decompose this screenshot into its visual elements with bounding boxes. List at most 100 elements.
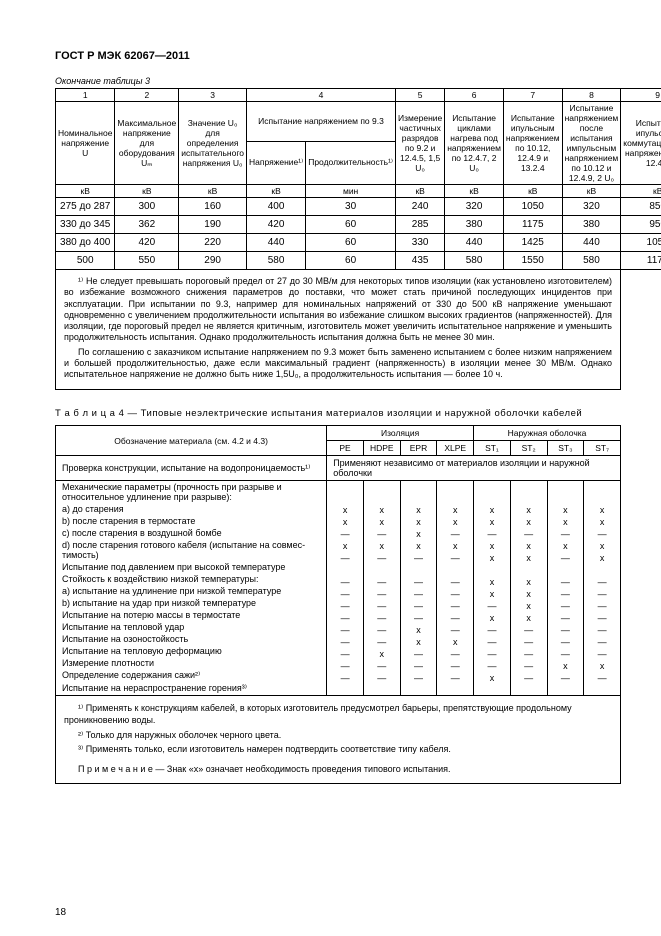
data-cell: 440: [562, 234, 621, 252]
footnote-text: По соглашению с заказчиком испытание нап…: [64, 347, 612, 381]
data-cell: 580: [445, 252, 504, 270]
value-cell: —: [327, 576, 363, 588]
value-cell: x: [584, 540, 620, 552]
value-cell: —: [548, 576, 584, 588]
col-num: 4: [246, 89, 395, 102]
value-cell: [437, 492, 473, 504]
value-cell: —: [548, 528, 584, 540]
value-cell: x: [327, 540, 363, 552]
value-cell: —: [327, 636, 363, 648]
value-cell: x: [401, 624, 437, 636]
value-cell: x: [511, 540, 547, 552]
data-cell: 1175: [621, 252, 661, 270]
value-cell: —: [548, 600, 584, 612]
row-label: Проверка конструкции, испытание на водоп…: [56, 456, 327, 481]
value-cell: —: [548, 648, 584, 660]
value-cell: —: [548, 636, 584, 648]
data-cell: 320: [445, 198, 504, 216]
data-cell: 330: [396, 234, 445, 252]
value-cell: —: [327, 624, 363, 636]
value-cell: x: [474, 672, 510, 684]
value-cell: —: [584, 624, 620, 636]
value-cell: —: [437, 624, 473, 636]
header-cell: Изоляция: [327, 426, 474, 441]
row-label: Стойкость к воздействию низкой температу…: [56, 573, 326, 585]
value-cell: [584, 564, 620, 576]
remark-text: П р и м е ч а н и е — Знак «х» означает …: [64, 763, 612, 775]
value-cell: —: [401, 648, 437, 660]
subcol-header: EPR: [400, 441, 437, 456]
value-cell: —: [584, 612, 620, 624]
value-cell: —: [401, 612, 437, 624]
unit-cell: кВ: [246, 185, 305, 198]
value-cell: [401, 564, 437, 576]
data-cell: 580: [246, 252, 305, 270]
col-num: 6: [445, 89, 504, 102]
value-cell: [364, 564, 400, 576]
value-cell: —: [401, 588, 437, 600]
value-cell: —: [364, 612, 400, 624]
row-label: b) после старения в термостате: [56, 515, 326, 527]
values-column: xx—xxxxxx—————: [510, 481, 547, 696]
value-cell: —: [437, 600, 473, 612]
data-cell: 950: [621, 216, 661, 234]
header-cell: Максимальное напряжение для оборудования…: [115, 102, 179, 185]
col-num: 1: [56, 89, 115, 102]
data-cell: 30: [306, 198, 396, 216]
col-num: 2: [115, 89, 179, 102]
header-cell: Испытание циклами нагрева под напряжение…: [445, 102, 504, 185]
table3-footnotes: ¹⁾ Не следует превышать пороговый предел…: [55, 270, 621, 390]
value-cell: [327, 564, 363, 576]
value-cell: —: [364, 624, 400, 636]
value-cell: —: [548, 624, 584, 636]
value-cell: x: [401, 540, 437, 552]
row-label: Испытание на озоностойкость: [56, 633, 326, 645]
value-cell: x: [584, 516, 620, 528]
value-cell: [511, 564, 547, 576]
data-cell: 1550: [503, 252, 562, 270]
data-cell: 500: [56, 252, 115, 270]
data-cell: 435: [396, 252, 445, 270]
value-cell: —: [401, 576, 437, 588]
values-column: xx—x——————————: [327, 481, 364, 696]
value-cell: —: [584, 588, 620, 600]
data-cell: 580: [562, 252, 621, 270]
data-cell: 850: [621, 198, 661, 216]
value-cell: x: [437, 540, 473, 552]
table-row: 275 до 287300160400302403201050320850: [56, 198, 661, 216]
unit-cell: кВ: [621, 185, 661, 198]
subcol-header: HDPE: [363, 441, 400, 456]
value-cell: x: [364, 648, 400, 660]
data-cell: 1425: [503, 234, 562, 252]
header-cell: Измерение частичных разрядов по 9.2 и 12…: [396, 102, 445, 185]
subcol-header: ST₃: [547, 441, 584, 456]
header-cell: Номинальное напряжение U: [56, 102, 115, 185]
value-cell: x: [437, 636, 473, 648]
value-cell: —: [364, 588, 400, 600]
value-cell: —: [474, 636, 510, 648]
value-cell: —: [511, 648, 547, 660]
value-cell: x: [474, 552, 510, 564]
value-cell: —: [474, 624, 510, 636]
value-cell: —: [474, 660, 510, 672]
value-cell: x: [548, 660, 584, 672]
col-num: 8: [562, 89, 621, 102]
values-column: xx—x——————x———: [437, 481, 474, 696]
data-cell: 300: [115, 198, 179, 216]
row-special-text: Применяют независимо от материалов изоля…: [327, 456, 621, 481]
header-cell: Обозначение материала (см. 4.2 и 4.3): [56, 426, 327, 456]
value-cell: —: [364, 672, 400, 684]
col-num: 7: [503, 89, 562, 102]
value-cell: [548, 492, 584, 504]
value-cell: —: [327, 528, 363, 540]
value-cell: —: [548, 672, 584, 684]
header-cell: Испытание напряжением после испытания им…: [562, 102, 621, 185]
value-cell: x: [364, 516, 400, 528]
note-text: ¹⁾ Применять к конструкциям кабелей, в к…: [64, 702, 612, 726]
value-cell: x: [511, 516, 547, 528]
value-cell: —: [548, 552, 584, 564]
header-cell: Продолжительность¹⁾: [306, 141, 396, 184]
value-cell: —: [474, 600, 510, 612]
col-num: 9: [621, 89, 661, 102]
subcol-header: ST₇: [584, 441, 621, 456]
